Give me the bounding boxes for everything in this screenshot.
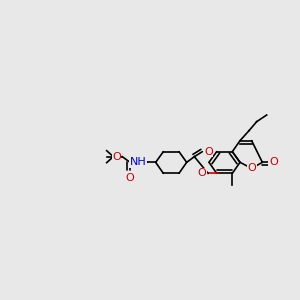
Text: O: O: [126, 173, 134, 183]
Text: O: O: [204, 147, 213, 157]
Text: NH: NH: [130, 157, 147, 167]
Text: O: O: [112, 152, 121, 162]
Text: O: O: [269, 157, 278, 167]
Text: O: O: [198, 168, 207, 178]
Text: O: O: [247, 163, 256, 173]
